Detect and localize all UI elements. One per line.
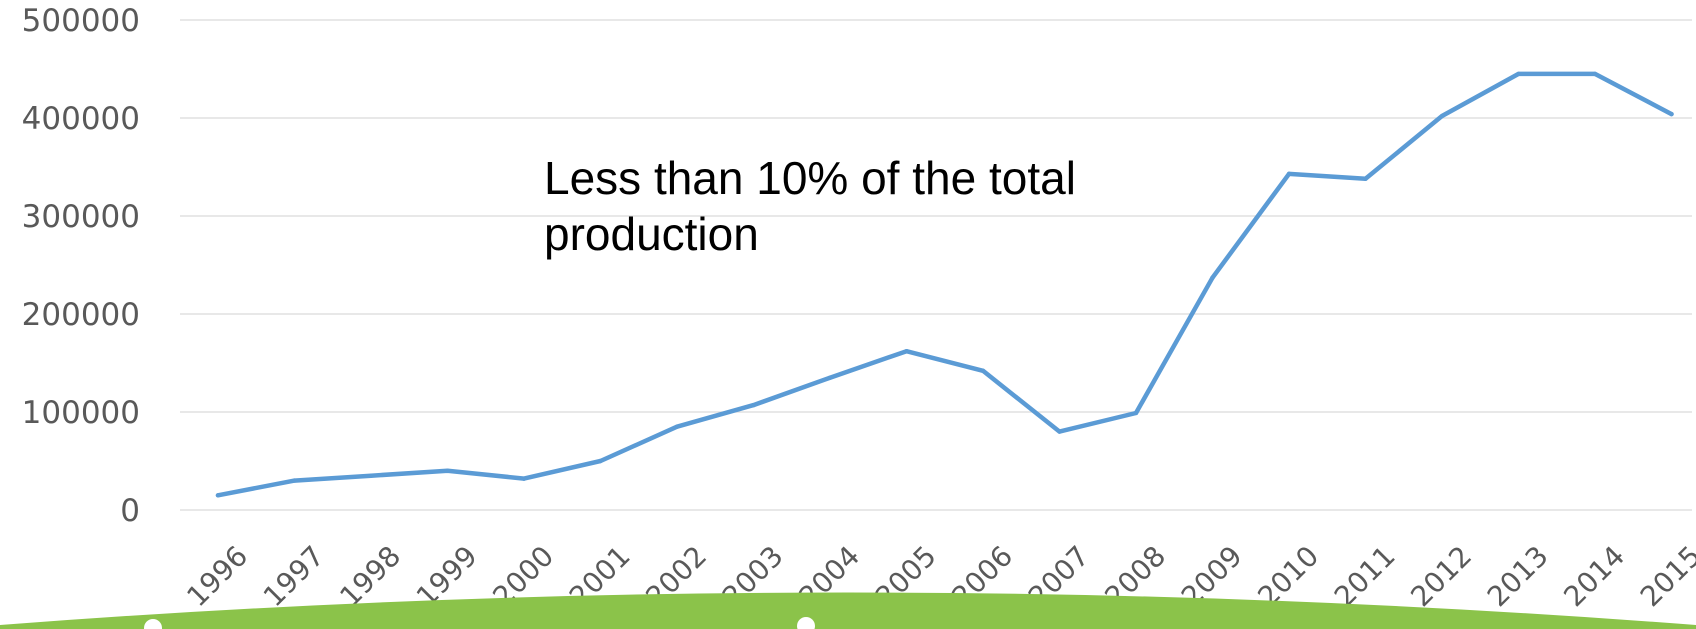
data-point bbox=[1286, 171, 1292, 177]
data-point bbox=[827, 375, 833, 380]
decorative-dot bbox=[797, 617, 815, 629]
data-point bbox=[674, 424, 680, 429]
data-point bbox=[904, 349, 909, 354]
data-point bbox=[445, 468, 450, 473]
x-tick-label: 2014 bbox=[1557, 539, 1631, 613]
chart-annotation: Less than 10% of the total production bbox=[544, 152, 1076, 260]
x-tick-label: 2012 bbox=[1404, 539, 1478, 613]
x-tick-label: 2013 bbox=[1481, 539, 1555, 613]
y-axis-ticks: 0 100000 200000 300000 400000 500000 bbox=[22, 3, 140, 529]
x-tick-label: 2011 bbox=[1328, 539, 1402, 613]
data-point bbox=[1363, 176, 1368, 181]
data-point bbox=[1669, 111, 1674, 117]
data-point bbox=[1057, 429, 1062, 434]
y-tick-label: 500000 bbox=[22, 3, 140, 39]
y-tick-label: 200000 bbox=[22, 297, 140, 333]
y-tick-label: 0 bbox=[120, 493, 140, 529]
data-point bbox=[521, 476, 527, 481]
gridlines bbox=[180, 19, 1692, 511]
series-group bbox=[215, 71, 1674, 498]
data-point bbox=[292, 478, 297, 483]
y-tick-label: 400000 bbox=[22, 101, 140, 137]
data-point bbox=[751, 402, 756, 408]
x-tick-label: 2015 bbox=[1634, 539, 1696, 613]
data-point bbox=[1516, 71, 1521, 77]
decorative-green-arc bbox=[0, 592, 1696, 629]
data-point bbox=[1592, 71, 1598, 77]
y-tick-label: 300000 bbox=[22, 199, 140, 235]
series-line bbox=[215, 71, 1674, 498]
y-tick-label: 100000 bbox=[22, 395, 140, 431]
x-tick-label: 1997 bbox=[257, 539, 331, 613]
data-point bbox=[1210, 275, 1215, 280]
data-point bbox=[980, 368, 986, 374]
data-point bbox=[1439, 113, 1445, 119]
data-point bbox=[368, 473, 374, 478]
data-point bbox=[598, 458, 603, 464]
x-tick-label: 1996 bbox=[180, 539, 254, 613]
data-point bbox=[1133, 410, 1139, 416]
decorative-dot bbox=[144, 619, 162, 629]
data-point bbox=[215, 493, 221, 498]
